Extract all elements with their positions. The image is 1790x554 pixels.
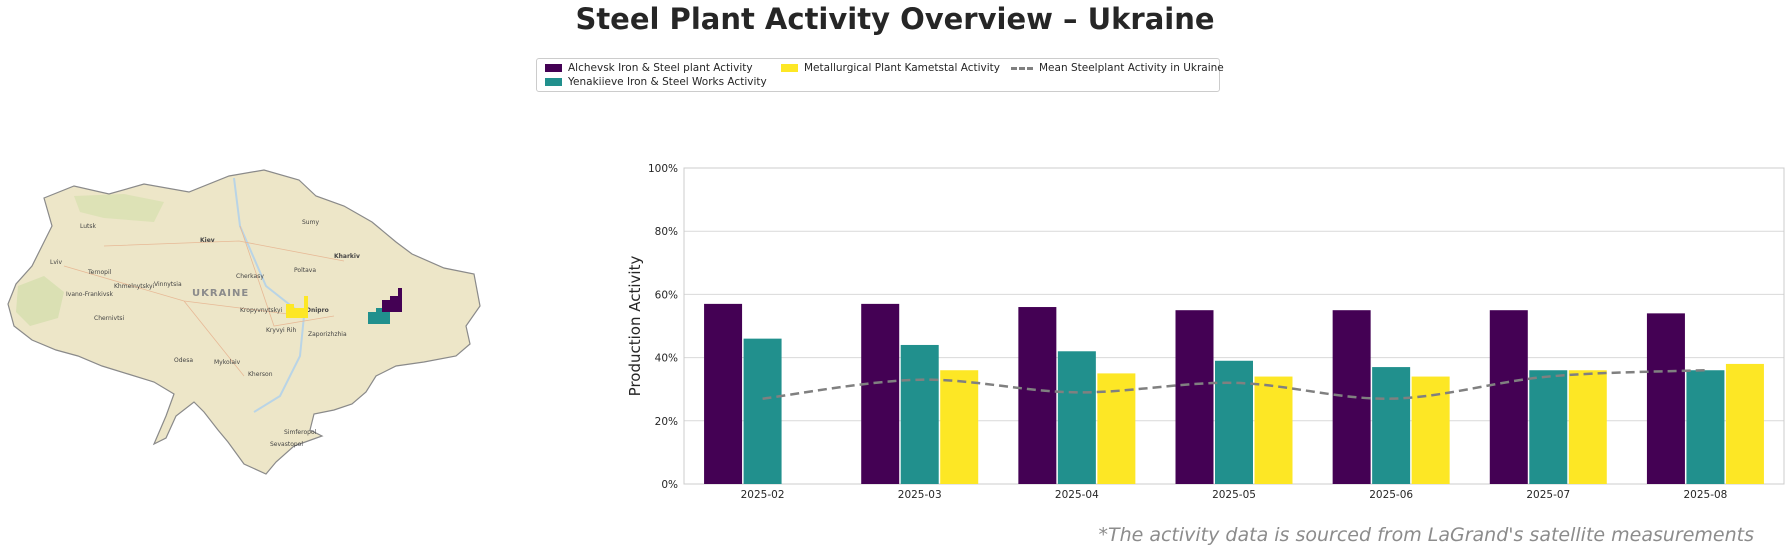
legend-swatch-kametstal <box>781 64 798 72</box>
city-sevastopol: Sevastopol <box>270 441 303 448</box>
bar-metallurgical <box>1568 370 1607 484</box>
city-poltava: Poltava <box>294 267 316 274</box>
y-tick-label: 20% <box>655 416 678 428</box>
city-lutsk: Lutsk <box>80 223 97 230</box>
factory-icon-yenakiieve <box>368 304 390 324</box>
city-chernivtsi: Chernivtsi <box>94 315 125 322</box>
x-tick-label: 2025-05 <box>1212 489 1256 501</box>
bar-yenakiieve <box>1372 367 1411 484</box>
bar-metallurgical <box>1254 376 1293 484</box>
bar-series <box>704 303 1764 484</box>
x-tick-label: 2025-04 <box>1055 489 1099 501</box>
city-khmelnytskyi: Khmelnytskyi <box>114 283 155 290</box>
factory-icon-alchevsk <box>382 288 402 312</box>
bar-alchevsk <box>1175 310 1214 484</box>
city-dnipro: Dnipro <box>306 307 329 314</box>
y-tick-label: 100% <box>648 163 678 175</box>
map-country-label: UKRAINE <box>192 288 249 299</box>
tick-labels: 0% 20% 40% 60% 80% 100% Production Activity 202… <box>626 163 1727 501</box>
legend-swatch-mean <box>1011 66 1033 70</box>
city-ternopil: Ternopil <box>87 269 112 276</box>
city-lviv: Lviv <box>50 259 63 266</box>
bar-alchevsk <box>704 303 743 484</box>
x-tick-label: 2025-02 <box>741 489 785 501</box>
data-source-footnote: *The activity data is sourced from LaGra… <box>1098 524 1754 546</box>
legend-swatch-alchevsk <box>545 64 562 72</box>
legend-item-alchevsk: Alchevsk Iron & Steel plant Activity <box>545 61 753 75</box>
city-odesa: Odesa <box>174 357 193 364</box>
city-kryvyi-rih: Kryvyi Rih <box>266 327 296 334</box>
y-tick-label: 60% <box>655 289 678 301</box>
legend-item-kametstal: Metallurgical Plant Kametstal Activity <box>781 61 1000 75</box>
map-city-labels: Lutsk Kiev Sumy Kharkiv Lviv Ternopil Po… <box>50 219 360 448</box>
bar-metallurgical <box>1725 363 1764 484</box>
legend-label-kametstal: Metallurgical Plant Kametstal Activity <box>804 62 1001 74</box>
legend-label-alchevsk: Alchevsk Iron & Steel plant Activity <box>568 62 753 74</box>
city-kiev: Kiev <box>200 237 215 244</box>
bar-alchevsk <box>1489 310 1528 484</box>
bar-yenakiieve <box>1529 370 1568 484</box>
x-tick-label: 2025-07 <box>1526 489 1570 501</box>
city-cherkasy: Cherkasy <box>236 273 264 280</box>
city-sumy: Sumy <box>302 219 319 226</box>
mean-activity-line <box>762 368 1706 400</box>
city-ivano-frankivsk: Ivano-Frankivsk <box>66 291 114 298</box>
y-tick-label: 0% <box>661 479 678 491</box>
mean-line-layer <box>762 368 1706 400</box>
map-green-north <box>74 194 164 222</box>
x-tick-label: 2025-06 <box>1369 489 1413 501</box>
legend-label-yenakiieve: Yenakiieve Iron & Steel Works Activity <box>568 76 767 88</box>
ukraine-outline <box>7 169 481 475</box>
activity-chart: 0% 20% 40% 60% 80% 100% Production Activity 202… <box>626 163 1785 501</box>
bar-yenakiieve <box>1215 360 1253 484</box>
x-tick-label: 2025-08 <box>1683 489 1727 501</box>
page-title: Steel Plant Activity Overview – Ukraine <box>575 2 1215 36</box>
legend-label-mean: Mean Steelplant Activity in Ukraine <box>1039 62 1224 74</box>
bar-yenakiieve <box>1686 370 1725 484</box>
bar-metallurgical <box>940 370 979 484</box>
map-roads <box>63 225 345 377</box>
legend-item-mean: Mean Steelplant Activity in Ukraine <box>1011 61 1224 75</box>
bar-alchevsk <box>1646 313 1685 484</box>
bar-alchevsk <box>861 303 900 484</box>
ukraine-map: UKRAINE Lutsk Kiev Sumy Kharkiv Lviv Ter… <box>7 169 481 475</box>
bar-yenakiieve <box>1057 351 1096 484</box>
map-green-west <box>16 276 64 326</box>
bar-yenakiieve <box>900 344 939 484</box>
y-axis-label: Production Activity <box>626 256 644 397</box>
x-tick-label: 2025-03 <box>898 489 942 501</box>
factory-icon-kametstal <box>286 296 308 318</box>
city-zaporizhzhia: Zaporizhzhia <box>308 331 347 338</box>
y-tick-label: 80% <box>655 226 678 238</box>
legend-swatch-yenakiieve <box>545 78 562 86</box>
city-kharkiv: Kharkiv <box>334 253 360 260</box>
city-simferopol: Simferopol <box>284 429 317 436</box>
legend-item-yenakiieve: Yenakiieve Iron & Steel Works Activity <box>545 75 767 89</box>
city-kherson: Kherson <box>248 371 273 378</box>
bar-yenakiieve <box>743 338 782 484</box>
bar-alchevsk <box>1018 307 1057 484</box>
legend: Alchevsk Iron & Steel plant Activity Yen… <box>536 58 1224 92</box>
city-kropyvnytskyi: Kropyvnytskyi <box>240 307 282 314</box>
city-vinnytsia: Vinnytsia <box>154 281 182 288</box>
y-tick-label: 40% <box>655 353 678 365</box>
bar-metallurgical <box>1411 376 1450 484</box>
city-mykolaiv: Mykolaiv <box>214 359 241 366</box>
